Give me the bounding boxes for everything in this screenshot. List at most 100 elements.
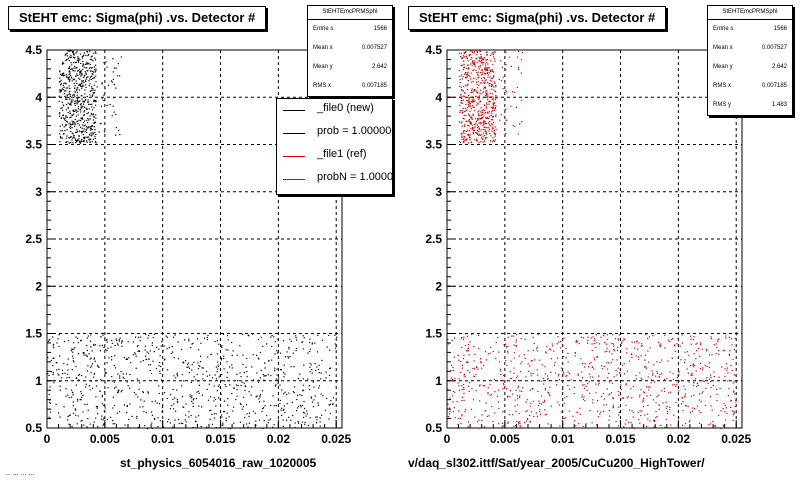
data-point (476, 92, 478, 94)
data-point (92, 89, 94, 91)
data-point (492, 137, 494, 139)
data-point (513, 357, 515, 359)
data-point (467, 71, 469, 73)
data-point (589, 363, 591, 365)
data-point (219, 398, 221, 400)
data-point (489, 79, 491, 81)
data-point (59, 84, 62, 86)
data-point (240, 384, 242, 386)
data-point (513, 91, 516, 93)
data-point (77, 99, 79, 101)
data-point (64, 125, 67, 127)
data-point (537, 334, 539, 336)
data-point (486, 93, 488, 95)
data-point (115, 113, 117, 115)
data-point (89, 118, 91, 120)
data-point (118, 339, 120, 341)
data-point (486, 94, 488, 96)
data-point (198, 349, 200, 351)
data-point (597, 416, 600, 418)
data-point (590, 337, 592, 339)
data-point (63, 72, 65, 74)
data-point (77, 415, 79, 417)
data-point (582, 425, 584, 427)
data-point (461, 102, 463, 104)
y-tick-label: 3.5 (425, 138, 442, 152)
data-point (81, 396, 83, 398)
data-point (477, 87, 479, 89)
data-point (478, 126, 480, 128)
data-point (86, 101, 89, 103)
data-point (76, 97, 78, 99)
data-point (328, 334, 330, 336)
data-point (648, 389, 650, 391)
data-point (87, 409, 89, 411)
data-point (576, 411, 578, 414)
data-point (481, 109, 483, 111)
data-point (477, 80, 479, 83)
data-point (93, 52, 95, 54)
data-point (451, 395, 453, 397)
data-point (530, 402, 532, 404)
data-point (701, 348, 703, 350)
data-point (151, 344, 153, 347)
data-point (473, 130, 476, 132)
data-point (120, 391, 122, 393)
data-point (728, 387, 730, 390)
stats-value: 1566 (773, 26, 787, 32)
data-point (276, 350, 278, 352)
data-point (169, 408, 171, 410)
data-point (589, 409, 591, 412)
data-point (103, 94, 105, 96)
data-point (657, 341, 660, 343)
data-point (464, 411, 466, 413)
data-point (113, 381, 115, 383)
data-point (702, 380, 704, 382)
data-point (82, 137, 84, 139)
data-point (79, 53, 81, 55)
data-point (161, 341, 163, 343)
data-point (52, 343, 55, 345)
data-point (90, 357, 92, 359)
data-point (82, 60, 84, 63)
data-point (700, 342, 702, 344)
data-point (91, 350, 93, 352)
data-point (112, 58, 114, 60)
data-point (226, 376, 228, 378)
data-point (529, 405, 531, 407)
data-point (485, 59, 487, 61)
right-scatter-plot: 0 0.005 0.01 0.015 0.02 0.0250.511.522.533.54… (425, 43, 751, 446)
data-point (95, 385, 98, 387)
data-point (68, 67, 70, 69)
data-point (550, 405, 552, 407)
data-point (710, 381, 712, 383)
data-point (171, 346, 173, 348)
data-point (52, 357, 54, 360)
data-point (79, 100, 81, 102)
data-point (480, 57, 482, 59)
data-point (467, 99, 469, 102)
data-point (59, 91, 61, 93)
data-point (173, 403, 175, 405)
data-point (644, 354, 647, 356)
data-point (86, 108, 88, 110)
data-point (487, 71, 489, 74)
data-point (198, 415, 200, 417)
data-point (70, 104, 72, 106)
data-point (603, 398, 605, 400)
data-point (142, 391, 144, 393)
data-point (506, 388, 508, 390)
data-point (92, 70, 94, 72)
data-point (213, 400, 215, 402)
data-point (98, 366, 100, 368)
data-point (493, 130, 495, 132)
data-point (489, 383, 491, 385)
data-point (483, 140, 485, 142)
data-point (74, 65, 76, 68)
data-point (309, 348, 311, 350)
data-point (275, 378, 277, 380)
data-point (462, 107, 464, 109)
data-point (190, 414, 192, 417)
data-point (120, 427, 122, 429)
data-point (460, 86, 462, 88)
